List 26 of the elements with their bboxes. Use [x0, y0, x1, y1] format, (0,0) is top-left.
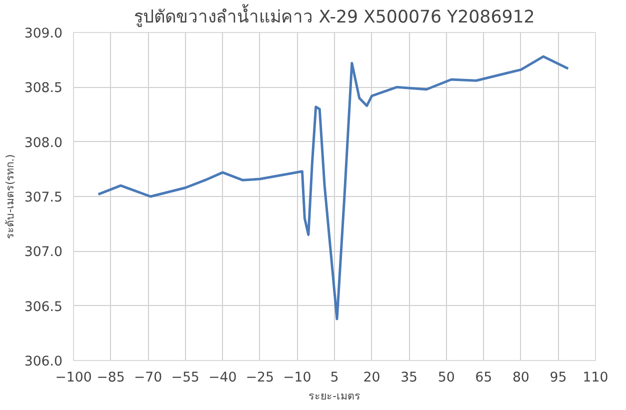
x-tick-label: 20 [363, 370, 380, 386]
y-tick-label: 306.0 [24, 354, 62, 370]
y-tick-label: 308.5 [24, 81, 62, 96]
x-tick-label: −100 [55, 370, 92, 386]
x-tick-label: 110 [582, 370, 608, 386]
x-tick-label: −10 [283, 370, 312, 386]
y-tick-label: 307.5 [24, 190, 62, 206]
x-tick-label: −85 [96, 370, 125, 386]
y-axis-title: ระดับ-เมตร(รทก.) [3, 154, 16, 239]
y-tick-label: 307.0 [24, 245, 62, 260]
x-axis-title: ระยะ-เมตร [308, 390, 360, 402]
y-tick-label: 309.0 [24, 26, 62, 42]
x-tick-label: −70 [134, 370, 162, 386]
x-tick-label: 80 [512, 370, 530, 386]
x-tick-label: −55 [171, 370, 200, 386]
x-tick-label: 35 [400, 370, 418, 386]
x-tick-label: 5 [330, 370, 339, 386]
x-tick-label: 50 [438, 370, 455, 386]
x-tick-label: 65 [475, 370, 492, 386]
x-tick-label: −40 [208, 370, 237, 386]
line-series [97, 55, 570, 320]
y-tick-label: 308.0 [24, 136, 62, 151]
x-tick-label: 95 [550, 370, 567, 386]
y-tick-label: 306.5 [24, 300, 62, 315]
x-tick-label: −25 [246, 370, 274, 386]
chart-title: รูปตัดขวางลำน้ำแม่คาว X-29 X500076 Y2086912 [134, 4, 535, 28]
